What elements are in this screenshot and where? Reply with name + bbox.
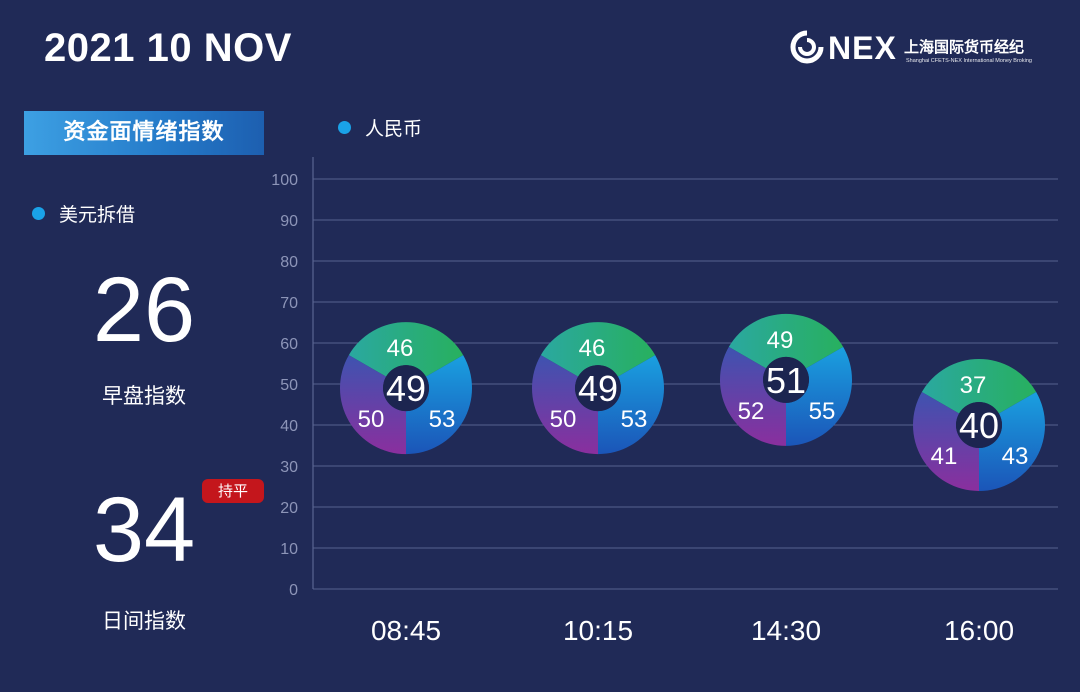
donut-segment-right [406,355,472,455]
donut-segment-left [340,355,406,455]
donut-marker: 51 49 55 52 [720,313,852,446]
usd-legend: 美元拆借 [32,200,135,227]
donut-right-value: 53 [621,406,648,433]
chart-x-axis: 08:45 10:15 14:30 16:00 [371,615,1014,646]
legend-dot-icon [338,121,351,134]
logo-text: NEX [828,30,897,66]
y-tick-label: 60 [280,336,298,353]
morning-index-label: 早盘指数 [102,384,186,408]
donut-segment-right [598,355,664,455]
legend-dot-icon [32,207,45,220]
donut-top-value: 37 [960,372,987,399]
donut-segment-left [913,392,979,491]
y-tick-label: 100 [271,172,298,189]
nex-logo: NEX 上海国际货币经纪 Shanghai CFETS-NEX Internat… [790,30,1052,70]
logo-english-name: Shanghai CFETS-NEX International Money B… [906,58,1032,64]
usd-legend-label: 美元拆借 [59,204,136,226]
donut-left-value: 52 [738,398,765,425]
x-tick-label: 08:45 [371,615,441,646]
donut-hole [383,365,429,412]
section-title: 资金面情绪指数 [24,111,264,155]
status-badge: 持平 [202,479,264,503]
donut-left-value: 41 [931,443,958,470]
donut-marker: 49 46 53 50 [532,322,664,455]
x-tick-label: 16:00 [944,615,1014,646]
donut-segment-left [720,346,786,446]
donut-segment-top [348,322,464,377]
y-tick-label: 10 [280,541,298,558]
donut-hole [956,402,1002,448]
donut-center-value: 51 [766,360,806,401]
nex-swirl-icon [790,30,824,64]
day-index-label: 日间指数 [102,609,186,633]
chart-y-axis: 0 10 20 30 40 50 60 70 80 90 100 [271,157,314,599]
y-tick-label: 40 [280,418,298,435]
y-tick-label: 20 [280,500,298,517]
day-index-value: 34 [92,479,196,581]
date-title: 2021 10 NOV [44,26,292,70]
donut-right-value: 55 [809,398,836,425]
rmb-legend-label: 人民币 [365,118,423,140]
y-tick-label: 30 [280,459,298,476]
y-tick-label: 50 [280,377,298,394]
y-tick-label: 0 [289,582,298,599]
donut-top-value: 46 [387,335,414,362]
donut-hole [575,365,621,412]
donut-marker: 40 37 43 41 [913,359,1046,491]
donut-right-value: 43 [1002,443,1029,470]
y-tick-label: 90 [280,213,298,230]
x-tick-label: 14:30 [751,615,821,646]
donut-segment-top [728,313,844,369]
donut-segment-top [540,322,656,377]
donut-segment-right [979,392,1046,491]
morning-index-value: 26 [92,259,196,361]
donut-left-value: 50 [550,406,577,433]
donut-top-value: 46 [579,335,606,362]
donut-center-value: 40 [959,405,999,446]
donut-center-value: 49 [386,368,426,409]
donut-marker: 49 46 53 50 [340,322,472,455]
logo-chinese-name: 上海国际货币经纪 [904,38,1025,56]
donut-segment-left [532,355,598,455]
donut-right-value: 53 [429,406,456,433]
y-tick-label: 80 [280,254,298,271]
y-tick-label: 70 [280,295,298,312]
rmb-legend: 人民币 [338,114,422,141]
donut-segment-top [921,359,1037,414]
donut-segment-right [786,346,852,446]
donut-top-value: 49 [767,327,794,354]
donut-center-value: 49 [578,368,618,409]
donut-hole [763,356,809,403]
donut-left-value: 50 [358,406,385,433]
x-tick-label: 10:15 [563,615,633,646]
